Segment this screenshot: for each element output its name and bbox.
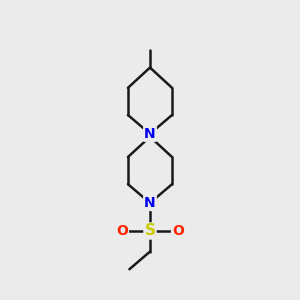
Text: S: S: [145, 224, 155, 238]
Text: N: N: [144, 127, 156, 141]
Text: O: O: [172, 224, 184, 238]
Text: O: O: [116, 224, 128, 238]
Text: N: N: [144, 196, 156, 210]
